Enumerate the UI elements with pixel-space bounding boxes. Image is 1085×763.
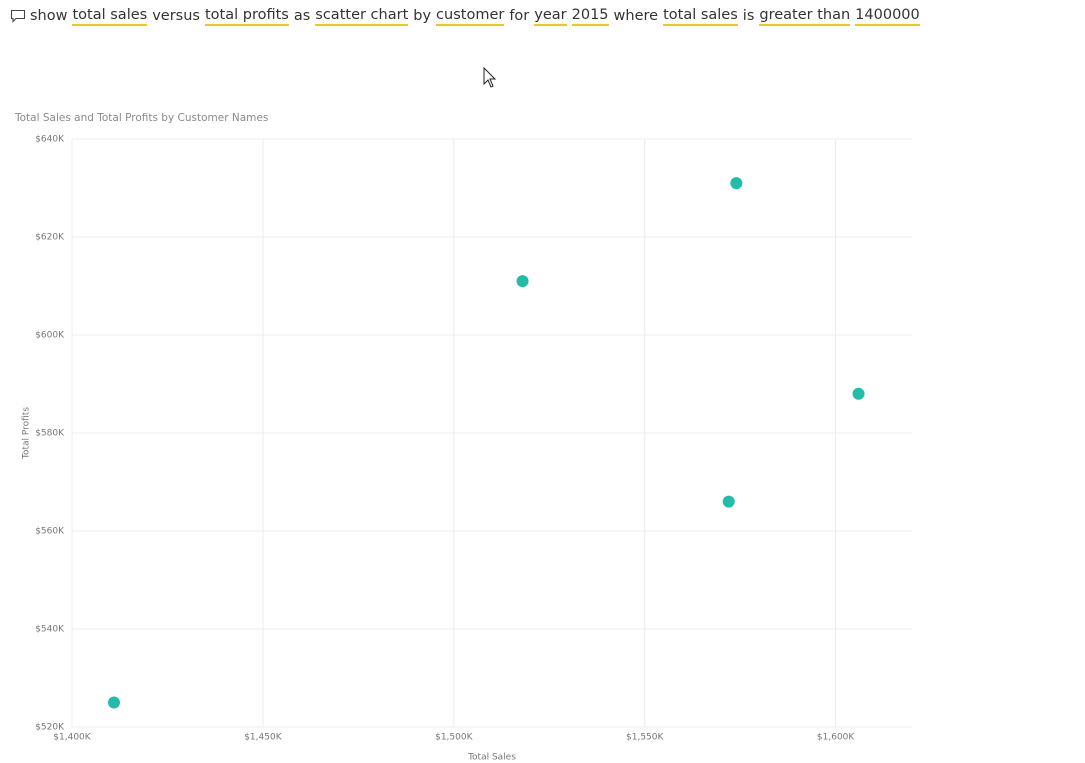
query-word: for [509, 7, 530, 24]
query-term: 1400000 [855, 7, 920, 26]
data-point [722, 495, 735, 508]
y-tick-label: $560K [35, 527, 65, 537]
chat-icon [10, 9, 26, 23]
query-word: is [742, 7, 755, 24]
query-term: total sales [72, 7, 148, 26]
x-tick-label: $1,600K [817, 733, 855, 743]
query-term: scatter chart [315, 7, 409, 26]
query-term: year [534, 7, 567, 26]
y-tick-label: $520K [35, 723, 65, 733]
data-point [108, 696, 120, 709]
query-word: where [613, 7, 659, 24]
query-term: 2015 [571, 7, 609, 26]
y-tick-label: $540K [35, 625, 65, 635]
query-word: by [413, 7, 432, 24]
query-term: customer [436, 7, 505, 26]
mouse-cursor [483, 66, 497, 88]
data-point [730, 177, 743, 190]
y-tick-label: $620K [35, 233, 65, 243]
y-tick-label: $640K [35, 135, 65, 145]
y-tick-label: $600K [35, 331, 65, 341]
qna-query[interactable]: show total sales versus total profits as scat… [10, 4, 925, 28]
x-tick-label: $1,450K [244, 733, 282, 743]
x-axis-label: Total Sales [467, 753, 516, 763]
query-word: as [293, 7, 311, 24]
query-word: show [30, 7, 68, 24]
query-word: versus [152, 7, 200, 24]
query-term: total profits [204, 7, 289, 26]
x-tick-label: $1,500K [435, 733, 473, 743]
data-point [852, 387, 865, 400]
data-point [516, 275, 529, 288]
y-tick-label: $580K [35, 429, 65, 439]
query-term: total sales [663, 7, 738, 26]
chart-title: Total Sales and Total Profits by Custome… [14, 112, 268, 124]
x-tick-label: $1,550K [626, 733, 664, 743]
y-axis-label: Total Profits [22, 407, 32, 460]
query-term: greater than [759, 7, 851, 26]
x-tick-label: $1,400K [53, 733, 91, 743]
